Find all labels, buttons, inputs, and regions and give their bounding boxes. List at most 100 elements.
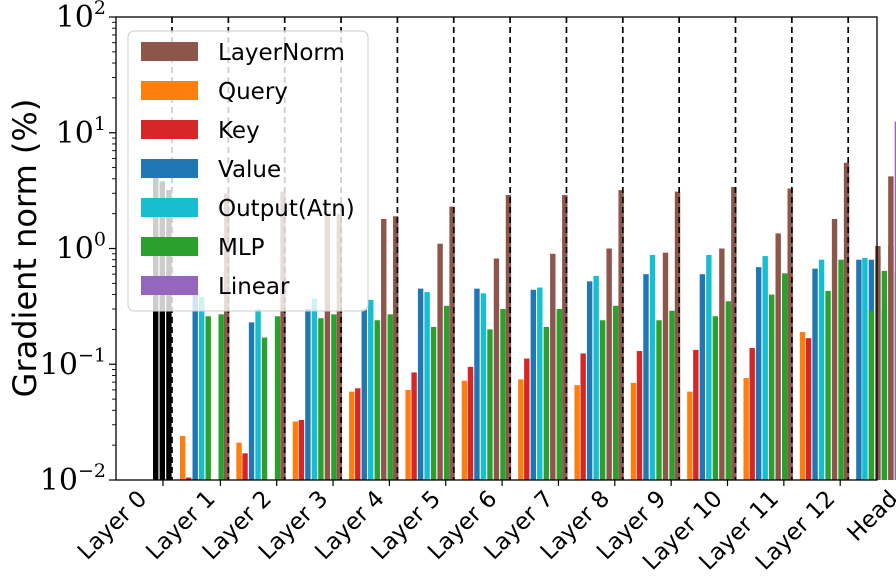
y-tick-label: 10−2 <box>40 460 106 498</box>
y-tick-label: 100 <box>56 229 106 267</box>
y-tick-label: 101 <box>56 113 106 151</box>
value-bar <box>699 274 706 480</box>
query-bar <box>461 380 468 480</box>
layernorm-bar <box>731 186 737 481</box>
legend-swatch <box>141 42 198 61</box>
output-atn-bar <box>706 254 712 480</box>
layernorm-bar <box>224 193 230 480</box>
query-bar <box>574 385 580 480</box>
layernorm-bar <box>674 191 681 480</box>
mlp-bar <box>769 294 775 480</box>
bars-layer <box>153 121 896 481</box>
output-atn-bar <box>537 287 543 480</box>
x-category-label: Head <box>843 486 896 547</box>
key-bar <box>242 453 248 480</box>
layernorm-bar <box>505 194 512 481</box>
output-atn-bar <box>424 292 430 480</box>
key-bar <box>805 338 812 480</box>
mlp-bar <box>656 320 662 480</box>
output-atn-bar <box>862 257 868 480</box>
output-atn-bar <box>649 254 656 480</box>
query-bar <box>236 442 242 480</box>
output-atn-bar <box>311 298 318 480</box>
legend-swatch <box>141 159 198 178</box>
mlp-bar <box>881 270 888 480</box>
layernorm-bar <box>618 190 624 480</box>
mlp-bar <box>838 259 844 480</box>
output-atn-bar <box>480 293 487 480</box>
mlp-bar <box>556 309 562 480</box>
mlp-bar <box>374 320 380 480</box>
mlp-bar <box>443 305 450 480</box>
legend-label: Linear <box>218 274 290 300</box>
query-bar <box>180 435 186 480</box>
value-bar <box>643 274 649 480</box>
embedding-bar <box>159 181 165 480</box>
query-bar <box>799 331 806 480</box>
legend-swatch <box>141 198 198 217</box>
layernorm-bar <box>843 162 850 481</box>
layernorm-bar <box>493 258 500 480</box>
legend-label: Key <box>218 118 260 144</box>
mlp-bar <box>725 301 732 480</box>
query-bar <box>518 379 524 480</box>
output-atn-bar <box>255 309 261 480</box>
layernorm-bar <box>606 248 612 480</box>
mlp-bar <box>487 329 493 480</box>
layernorm-bar <box>787 188 793 481</box>
mlp-bar <box>612 305 619 480</box>
layernorm-bar <box>449 206 455 480</box>
y-axis-label: Gradient norm (%) <box>6 99 44 398</box>
output-atn-bar <box>199 297 205 480</box>
mlp-bar <box>331 314 337 480</box>
output-atn-bar <box>818 259 825 480</box>
mlp-bar <box>825 290 831 480</box>
layernorm-bar <box>831 218 838 480</box>
linear-bar <box>894 121 896 480</box>
mlp-bar <box>205 316 211 480</box>
mlp-bar <box>261 337 268 480</box>
layernorm-bar <box>324 213 331 480</box>
legend-swatch <box>141 276 198 295</box>
mlp-bar <box>669 310 675 480</box>
layernorm-bar <box>393 216 399 481</box>
key-bar <box>749 348 755 480</box>
layernorm-bar <box>437 243 443 480</box>
query-bar <box>743 378 749 480</box>
y-tick-label: 102 <box>56 0 106 35</box>
value-bar <box>812 268 818 480</box>
layernorm-bar <box>875 246 881 480</box>
layernorm-bar <box>662 252 669 480</box>
value-bar <box>361 309 367 480</box>
mlp-bar <box>218 314 224 480</box>
value-bar <box>474 288 480 480</box>
mlp-bar <box>543 326 549 480</box>
layernorm-bar <box>550 253 556 480</box>
mlp-bar <box>599 320 606 480</box>
value-bar <box>586 281 593 480</box>
layernorm-bar <box>336 213 343 480</box>
legend-label: MLP <box>218 235 265 261</box>
mlp-bar <box>318 318 324 480</box>
x-category-label: Layer 0 <box>73 486 152 565</box>
y-axis: 10−2 10−1 100 101 102 <box>40 0 116 498</box>
layernorm-bar <box>562 194 568 481</box>
key-bar <box>411 372 417 480</box>
mlp-bar <box>500 309 506 480</box>
output-atn-bar <box>593 275 599 480</box>
layernorm-bar <box>719 248 725 480</box>
layernorm-bar <box>775 233 781 480</box>
legend-label: Query <box>218 79 288 105</box>
query-bar <box>292 421 299 480</box>
mlp-bar <box>387 314 393 480</box>
value-bar <box>856 259 862 480</box>
embedding-bar <box>166 190 172 480</box>
value-bar <box>530 289 536 480</box>
mlp-bar <box>782 273 788 480</box>
mlp-bar <box>712 316 719 480</box>
key-bar <box>636 351 643 480</box>
value-bar <box>756 267 762 480</box>
query-bar <box>687 391 693 480</box>
key-bar <box>580 353 586 480</box>
